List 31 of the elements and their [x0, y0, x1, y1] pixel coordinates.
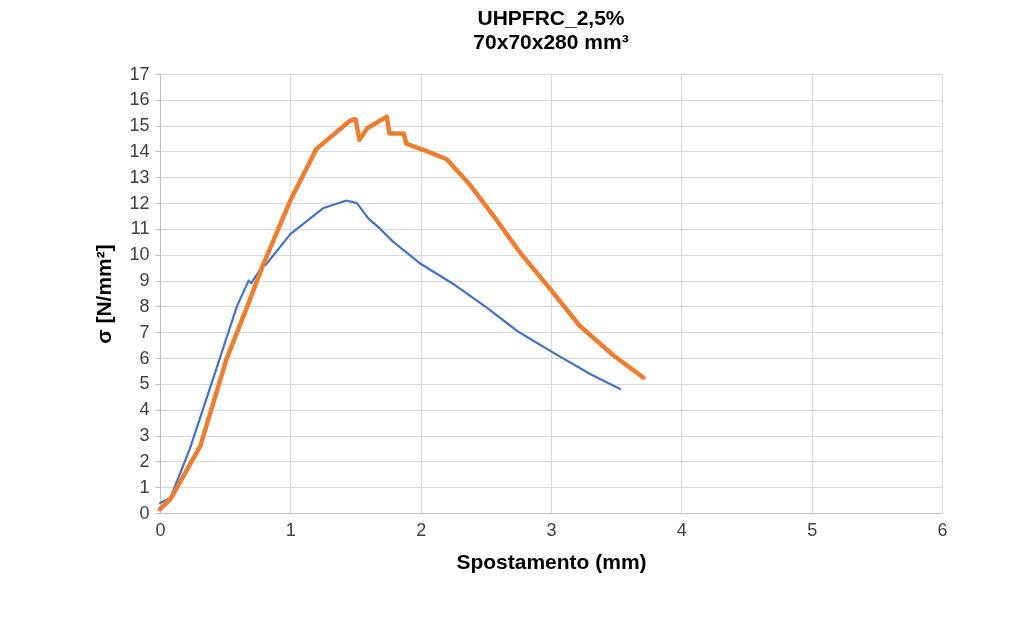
y-tick-label: 12 [129, 192, 150, 213]
x-axis-title: Spostamento (mm) [456, 549, 647, 573]
y-tick-label: 17 [129, 63, 150, 84]
x-tick-label: 5 [807, 519, 818, 540]
x-tick-label: 0 [155, 519, 166, 540]
y-tick-label: 2 [139, 450, 150, 471]
y-tick-label: 8 [139, 295, 150, 316]
y-tick-label: 3 [139, 425, 150, 446]
y-tick-label: 4 [139, 399, 150, 420]
y-tick-label: 5 [139, 373, 150, 394]
y-tick-label: 11 [130, 218, 150, 239]
y-tick-label: 6 [139, 347, 150, 368]
x-tick-label: 6 [937, 519, 948, 540]
y-tick-label: 1 [139, 476, 150, 497]
y-tick-label: 7 [139, 321, 150, 342]
y-tick-label: 16 [129, 89, 150, 110]
y-tick-label: 10 [129, 244, 150, 265]
chart-subtitle: 70x70x280 mm³ [473, 30, 629, 53]
y-axis-title: σ [N/mm²] [92, 244, 116, 344]
x-tick-label: 2 [416, 519, 427, 540]
chart-title: UHPFRC_2,5% [477, 6, 625, 29]
line-series [157, 114, 646, 512]
x-tick-label: 3 [546, 519, 557, 540]
y-tick-label: 0 [139, 502, 150, 523]
y-tick-label: 13 [129, 166, 150, 187]
y-tick-label: 15 [129, 115, 150, 136]
line-series [158, 199, 622, 505]
x-tick-label: 4 [676, 519, 687, 540]
x-tick-label: 1 [285, 519, 296, 540]
y-tick-label: 9 [139, 270, 150, 291]
y-tick-label: 14 [129, 140, 150, 161]
